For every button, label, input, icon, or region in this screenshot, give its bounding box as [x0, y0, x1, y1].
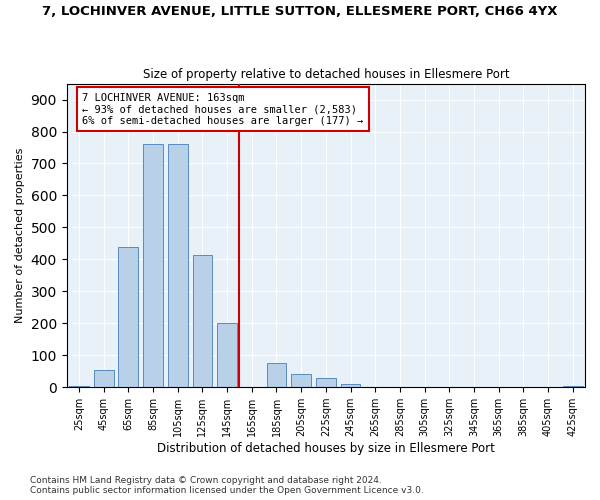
Bar — [69, 386, 89, 387]
X-axis label: Distribution of detached houses by size in Ellesmere Port: Distribution of detached houses by size … — [157, 442, 495, 455]
Y-axis label: Number of detached properties: Number of detached properties — [15, 148, 25, 323]
Bar — [291, 374, 311, 387]
Bar — [341, 384, 361, 387]
Bar — [143, 144, 163, 387]
Bar — [94, 370, 113, 387]
Bar — [266, 363, 286, 387]
Text: 7, LOCHINVER AVENUE, LITTLE SUTTON, ELLESMERE PORT, CH66 4YX: 7, LOCHINVER AVENUE, LITTLE SUTTON, ELLE… — [42, 5, 558, 18]
Bar — [118, 246, 138, 387]
Bar — [563, 386, 583, 387]
Bar — [316, 378, 335, 387]
Bar — [193, 254, 212, 387]
Bar — [168, 144, 188, 387]
Text: Contains HM Land Registry data © Crown copyright and database right 2024.
Contai: Contains HM Land Registry data © Crown c… — [30, 476, 424, 495]
Title: Size of property relative to detached houses in Ellesmere Port: Size of property relative to detached ho… — [143, 68, 509, 81]
Bar — [217, 324, 237, 387]
Text: 7 LOCHINVER AVENUE: 163sqm
← 93% of detached houses are smaller (2,583)
6% of se: 7 LOCHINVER AVENUE: 163sqm ← 93% of deta… — [82, 92, 364, 126]
